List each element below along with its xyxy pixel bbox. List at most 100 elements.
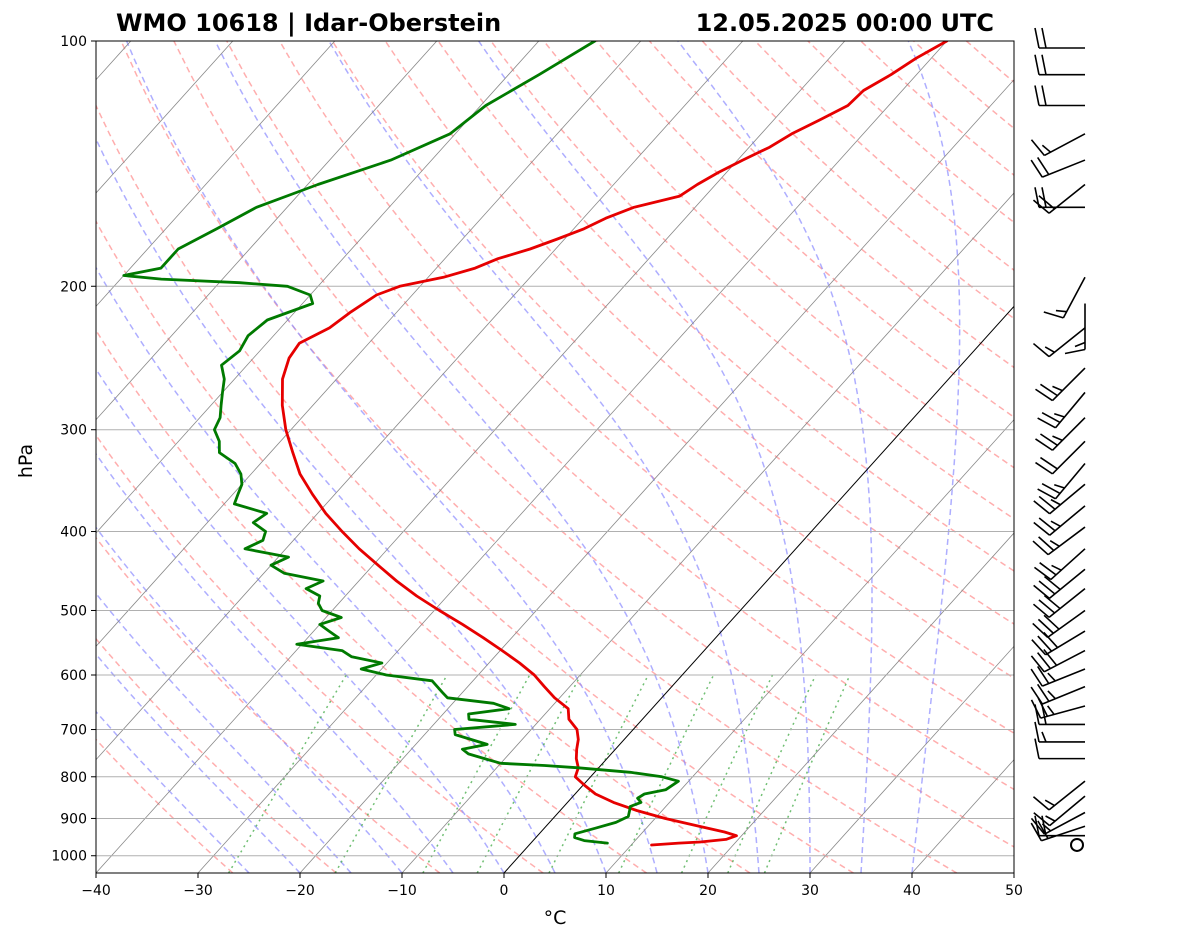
dewpoint-profile-line [122,41,680,845]
temperature-profile-line [280,41,949,847]
isotherm [809,645,1014,873]
wind-barb-feather [1034,85,1040,106]
wind-barb-feather [1041,187,1047,208]
y-tick-label: 300 [60,423,87,439]
x-axis-label: °C [544,907,567,929]
wind-barb-feather [1032,603,1050,618]
wind-barb-feather [1030,822,1043,842]
wind-barb-feather [1030,139,1046,156]
wind-barb-feather [1055,309,1067,313]
wind-barb-feather [1034,27,1040,49]
isotherm [96,41,846,873]
wind-barb-calm [1070,837,1084,852]
dry-adiabat [226,41,1014,791]
wind-barb-feather [1030,817,1046,835]
wind-barb-feather [1037,488,1056,500]
wind-barb-feather [1034,721,1040,743]
y-axis-ticks: 100 200 300 400 500 600 700 800 900 1000 [51,34,96,865]
isotherms [96,41,1014,873]
x-tick-label: −10 [387,883,417,899]
wind-barb-feather [1040,433,1058,446]
dry-adiabat [278,41,1014,735]
wind-barb-feather [1036,683,1050,702]
wind-barb-feather [1034,738,1040,759]
wind-barb-shaft [1051,417,1086,451]
wind-barb-feather [1031,639,1047,656]
wind-barb-feather [1036,666,1050,684]
chart-title-datetime: 12.05.2025 00:00 UTC [696,9,994,37]
wind-barb-feather [1040,383,1058,397]
wind-barb-shaft [1044,811,1086,835]
isotherm [401,192,1014,873]
wind-barb-feather [1032,199,1050,214]
y-tick-label: 100 [60,34,87,50]
wind-barb-feather [1033,521,1051,536]
y-tick-label: 500 [60,603,87,619]
wind-barb-shaft [1049,795,1086,827]
wind-barb-feather [1030,699,1042,719]
wind-barb-feather [1038,580,1056,595]
moist-adiabat [96,653,301,873]
dry-adiabat [331,41,1014,679]
wind-barb-shaft [1048,780,1086,811]
wind-barb-shaft [1041,159,1086,178]
mixing-ratio-line [334,674,448,873]
x-axis-ticks: −40 −30 −20 −10 0 10 20 30 40 50 [81,873,1023,899]
x-tick-label: 40 [903,883,921,899]
wind-barb-feather [1041,27,1047,49]
wind-barb-feather [1064,348,1086,355]
x-tick-label: 10 [597,883,615,899]
wind-barb-feather [1030,655,1045,673]
y-tick-label: 900 [60,811,87,827]
moist-adiabat [96,710,250,873]
wind-barb-shaft [1054,462,1086,500]
mixing-ratio-line [476,674,582,873]
moist-adiabat [96,137,607,873]
wind-barb-feather [1041,411,1061,424]
isotherm [96,41,438,421]
wind-barb-feather [1033,584,1050,599]
isotherm [707,532,1014,873]
wind-barb-feather [1050,520,1061,528]
moist-adiabat [328,41,760,873]
dry-adiabat [96,434,544,873]
wind-barb-shaft [1048,183,1086,214]
isotherm [96,41,336,307]
y-tick-label: 700 [60,723,87,739]
wind-barb-shaft [1051,367,1086,402]
isotherm [96,41,642,647]
x-tick-label: −40 [81,883,111,899]
wind-barb-feather [1037,417,1056,429]
mixing-ratio-line [548,674,649,873]
wind-barb-shaft [1049,483,1086,515]
plot-area [96,41,1014,873]
mixing-ratio-line [422,674,531,873]
dry-adiabat [120,41,958,873]
wind-barb-feather [1038,536,1055,552]
wind-barb-shaft [1047,526,1086,556]
wind-barb-feather [1052,385,1063,392]
wind-barb-feather [1041,85,1047,106]
dry-adiabat [96,738,234,873]
wind-barb-feather [1036,652,1052,670]
moist-adiabat [96,452,454,873]
zero-isotherm-line [503,305,1014,873]
y-tick-label: 1000 [51,849,87,865]
wind-barb-feather [1035,388,1053,402]
moist-adiabat [907,41,961,873]
wind-barb-feather [1039,562,1057,576]
wind-barb-shaft [1049,505,1086,536]
isotherm [96,41,540,534]
wind-barb-shaft [1041,825,1086,842]
mixing-ratio-lines [227,674,851,873]
dry-adiabat [173,41,1014,848]
wind-barb-feather [1033,566,1052,581]
wind-barb-shaft [1051,440,1086,475]
y-tick-label: 200 [60,279,87,295]
wind-barb-feather [1038,495,1056,510]
wind-barb-shaft [1062,276,1086,319]
wind-barb-shaft [1048,587,1086,618]
wind-barb-feather [1033,812,1051,827]
x-tick-label: −20 [285,883,315,899]
